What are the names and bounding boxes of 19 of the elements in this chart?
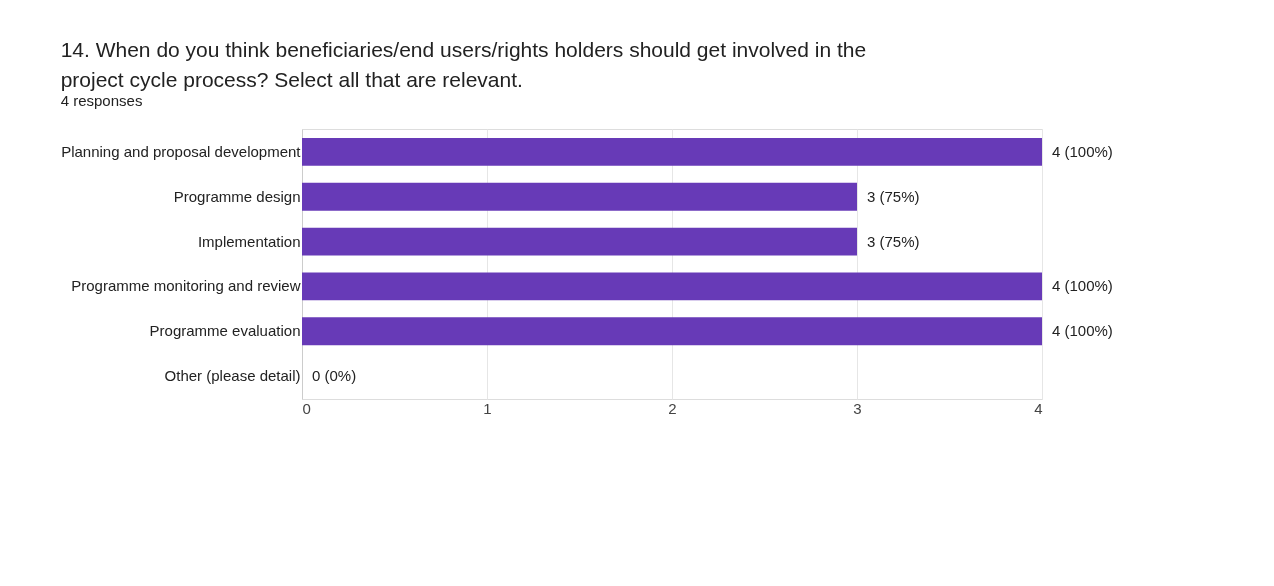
y-tick-label: Implementation — [197, 232, 301, 250]
x-tick-label: 4 — [1034, 399, 1043, 417]
y-tick-label: Programme design — [173, 187, 301, 205]
data-label: 4 (100%) — [1052, 277, 1113, 295]
data-label: 0 (0%) — [312, 367, 357, 385]
y-tick-label: Programme monitoring and review — [71, 277, 301, 295]
y-tick-label: Planning and proposal development — [61, 142, 302, 160]
x-tick-label: 2 — [668, 399, 677, 417]
data-label: 4 (100%) — [1052, 142, 1113, 160]
data-label: 4 (100%) — [1052, 322, 1113, 340]
y-tick-label: Other (please detail) — [164, 367, 301, 385]
x-tick-label: 0 — [302, 399, 311, 417]
x-tick-label: 3 — [853, 399, 862, 417]
y-tick-label: Programme evaluation — [149, 322, 301, 340]
chart-title: 14. When do you think beneficiaries/end users/rights holders should get involved in the project cycle process? Select all that are relevant. — [60, 38, 867, 91]
data-label: 3 (75%) — [867, 232, 920, 250]
text: 4 responses — [60, 92, 143, 109]
x-tick-label: 1 — [483, 399, 492, 417]
data-label: 3 (75%) — [867, 187, 920, 205]
